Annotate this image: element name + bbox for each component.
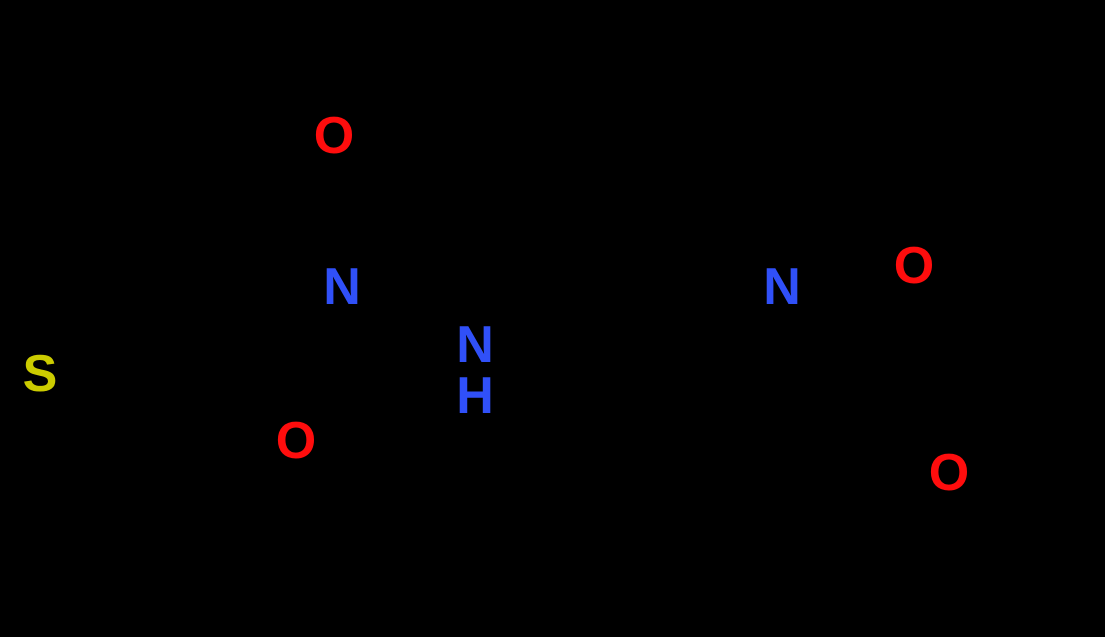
atom-h: H — [456, 367, 494, 425]
atom-o: O — [314, 107, 354, 165]
atom-o: O — [894, 237, 934, 295]
atom-o: O — [276, 412, 316, 470]
atom-n: N — [323, 258, 361, 316]
molecule-diagram: SNOONHNOO — [0, 0, 1105, 637]
atom-n: N — [456, 316, 494, 374]
atom-o: O — [929, 444, 969, 502]
atom-n: N — [763, 258, 801, 316]
atom-s: S — [23, 345, 58, 403]
